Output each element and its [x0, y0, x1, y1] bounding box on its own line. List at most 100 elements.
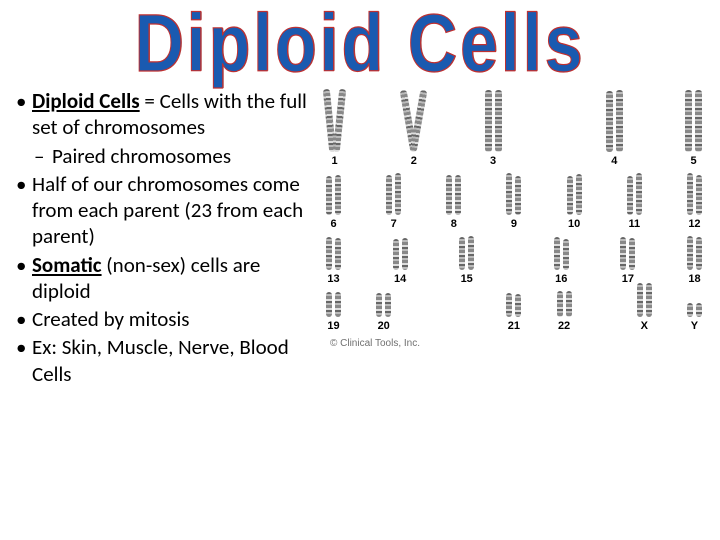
chromosome-icon: [696, 175, 702, 215]
slide-title: Diploid Cells: [0, 0, 720, 84]
chromosome-label: 15: [461, 273, 473, 285]
chromosome-pair: [687, 291, 702, 317]
chromosome-pair: [687, 236, 702, 270]
chromosome-label: 14: [394, 273, 406, 285]
chromosome-pair: [620, 236, 635, 270]
chromosome-pair: [557, 291, 572, 317]
chromosome-icon: [696, 237, 702, 270]
chromosome-icon: [326, 292, 332, 317]
chromosome-pair: [386, 173, 401, 215]
chromosome-pair: [606, 88, 623, 152]
chromosome-pair: [326, 173, 341, 215]
chromosome-pair: [446, 173, 461, 215]
bullet-2: Half of our chromosomes come from each p…: [12, 171, 312, 250]
chromosome-label: 2: [411, 155, 417, 167]
chromosome-icon: [506, 293, 512, 317]
chromosome-pair-11: 11: [627, 173, 642, 230]
chromosome-pair-14: 14: [393, 236, 408, 285]
chromosome-pair-16: 16: [554, 236, 569, 285]
chromosome-icon: [395, 173, 401, 215]
karyotype-credit: © Clinical Tools, Inc.: [320, 338, 708, 349]
chromosome-icon: [554, 237, 560, 270]
chromosome-label: 20: [378, 320, 390, 332]
karyotype-row: 13 14 15 16 17 18: [320, 236, 708, 285]
bullet-1-sub: Paired chromosomes: [32, 143, 312, 169]
chromosome-icon: [685, 90, 692, 152]
chromosome-pair-20: 20: [376, 291, 391, 332]
chromosome-icon: [468, 236, 474, 270]
chromosome-label: 11: [628, 218, 640, 230]
chromosome-pair-X: X: [637, 291, 652, 332]
bullet-1-bold: Diploid Cells: [32, 88, 140, 114]
chromosome-icon: [636, 173, 642, 215]
bullet-1: Diploid Cells = Cells with the full set …: [12, 88, 312, 169]
karyotype-row: 6789101112: [320, 173, 708, 230]
chromosome-icon: [567, 176, 573, 215]
chromosome-icon: [695, 90, 702, 152]
chromosome-icon: [687, 236, 693, 270]
chromosome-icon: [646, 283, 652, 317]
bullet-1-sublist: Paired chromosomes: [32, 143, 312, 169]
text-column: Diploid Cells = Cells with the full set …: [12, 88, 312, 389]
chromosome-pair-15: 15: [459, 236, 474, 285]
chromosome-pair-18: 18: [687, 236, 702, 285]
karyotype-rows: 12345678910111213141516171819202122XY: [320, 88, 708, 332]
chromosome-pair: [687, 173, 702, 215]
chromosome-pair: [567, 173, 582, 215]
chromosome-icon: [459, 237, 465, 270]
chromosome-pair-21: 21: [506, 291, 521, 332]
chromosome-label: 1: [331, 155, 337, 167]
chromosome-pair-22: 22: [557, 291, 572, 332]
chromosome-pair-8: 8: [446, 173, 461, 230]
chromosome-label: 22: [558, 320, 570, 332]
chromosome-icon: [335, 292, 341, 317]
chromosome-icon: [616, 90, 623, 152]
chromosome-icon: [687, 303, 693, 317]
content-area: Diploid Cells = Cells with the full set …: [0, 70, 720, 389]
chromosome-icon: [335, 175, 341, 215]
chromosome-pair: [393, 236, 408, 270]
chromosome-pair-2: 2: [405, 88, 422, 167]
chromosome-icon: [557, 291, 563, 317]
bullet-3-bold: Somatic: [32, 252, 102, 278]
chromosome-icon: [620, 237, 626, 270]
chromosome-pair: [627, 173, 642, 215]
chromosome-icon: [606, 91, 613, 152]
chromosome-label: 8: [451, 218, 457, 230]
chromosome-pair: [405, 88, 422, 152]
chromosome-label: 12: [688, 218, 700, 230]
chromosome-label: 4: [611, 155, 617, 167]
chromosome-pair-3: 3: [485, 88, 502, 167]
chromosome-pair: [326, 236, 341, 270]
chromosome-icon: [563, 239, 569, 270]
chromosome-icon: [410, 90, 428, 152]
chromosome-label: 18: [688, 273, 700, 285]
chromosome-icon: [687, 173, 693, 215]
chromosome-pair-17: 17: [620, 236, 635, 285]
chromosome-pair-12: 12: [687, 173, 702, 230]
chromosome-label: 19: [327, 320, 339, 332]
chromosome-icon: [515, 176, 521, 215]
chromosome-icon: [506, 173, 512, 215]
chromosome-icon: [629, 238, 635, 270]
chromosome-label: 16: [555, 273, 567, 285]
chromosome-label: 13: [327, 273, 339, 285]
chromosome-pair: [685, 88, 702, 152]
chromosome-icon: [326, 237, 332, 270]
bullet-4: Created by mitosis: [12, 306, 312, 332]
chromosome-pair-6: 6: [326, 173, 341, 230]
chromosome-pair-19: 19: [326, 291, 341, 332]
chromosome-icon: [627, 176, 633, 215]
chromosome-pair-5: 5: [685, 88, 702, 167]
chromosome-label: X: [641, 320, 648, 332]
chromosome-icon: [326, 176, 332, 215]
chromosome-pair-Y: Y: [687, 291, 702, 332]
chromosome-pair: [326, 291, 341, 317]
chromosome-pair: [326, 88, 343, 152]
chromosome-label: Y: [691, 320, 698, 332]
chromosome-pair: [506, 291, 521, 317]
chromosome-pair: [485, 88, 502, 152]
bullet-list: Diploid Cells = Cells with the full set …: [12, 88, 312, 387]
karyotype-figure: 12345678910111213141516171819202122XY © …: [320, 88, 708, 389]
chromosome-pair: [506, 173, 521, 215]
